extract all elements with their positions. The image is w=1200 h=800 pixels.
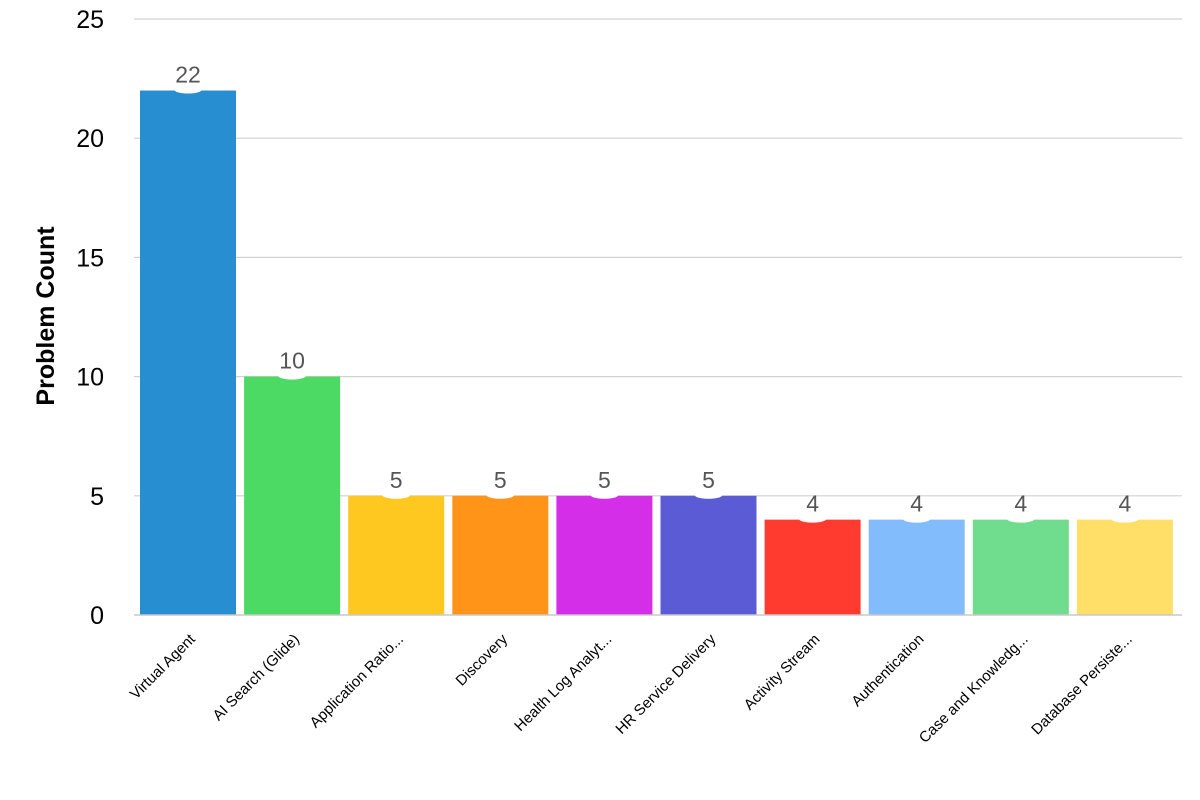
- data-label: 5: [598, 467, 611, 493]
- data-label: 5: [702, 467, 715, 493]
- x-tick-label: Database Persiste...: [1028, 631, 1136, 739]
- bar[interactable]: [868, 519, 965, 615]
- y-tick-label: 20: [76, 125, 104, 153]
- y-tick-label: 15: [76, 244, 104, 272]
- bar[interactable]: [348, 495, 445, 615]
- data-label: 22: [175, 62, 201, 88]
- x-tick-label: AI Search (Glide): [210, 631, 303, 724]
- bar[interactable]: [972, 519, 1069, 615]
- data-label: 4: [806, 491, 819, 517]
- bar[interactable]: [140, 90, 236, 615]
- bars: [140, 85, 1173, 615]
- x-tick-label: Virtual Agent: [127, 630, 200, 703]
- bar-top-marker: [174, 85, 202, 94]
- bar-top-marker: [486, 490, 515, 499]
- y-axis-title: Problem Count: [32, 226, 60, 406]
- bar-top-marker: [590, 490, 619, 499]
- bar-top-marker: [902, 514, 931, 523]
- x-tick-label: Discovery: [453, 630, 512, 689]
- bar-top-marker: [1110, 514, 1139, 523]
- data-label: 4: [1119, 491, 1132, 517]
- y-tick-label: 25: [76, 6, 104, 34]
- bar-top-marker: [798, 514, 827, 523]
- x-tick-label: Case and Knowledg...: [916, 631, 1032, 747]
- bar[interactable]: [1076, 519, 1173, 615]
- bar[interactable]: [660, 495, 757, 615]
- bar[interactable]: [764, 519, 861, 615]
- bar-top-marker: [382, 490, 411, 499]
- y-axis-ticks: 0 5 10 15 20 25: [76, 6, 104, 630]
- x-tick-label: Health Log Analyt...: [511, 631, 615, 735]
- bar-top-marker: [694, 490, 723, 499]
- data-label: 4: [1014, 491, 1027, 517]
- bar-top-marker: [278, 371, 307, 380]
- data-label: 10: [279, 348, 305, 374]
- bar[interactable]: [244, 376, 341, 615]
- x-tick-label: Activity Stream: [741, 631, 824, 714]
- y-tick-label: 5: [90, 483, 104, 511]
- data-label: 4: [910, 491, 923, 517]
- x-tick-label: Authentication: [848, 631, 927, 710]
- bar[interactable]: [452, 495, 549, 615]
- x-tick-label: HR Service Delivery: [612, 630, 719, 737]
- data-label: 5: [390, 467, 403, 493]
- data-label: 5: [494, 467, 507, 493]
- bar[interactable]: [556, 495, 653, 615]
- y-tick-label: 0: [90, 602, 104, 630]
- x-tick-label: Application Ratio...: [307, 631, 407, 731]
- x-axis-ticks: Virtual Agent AI Search (Glide) Applicatio…: [127, 630, 1136, 746]
- data-labels: 22 10 5 5 5 5 4 4 4 4: [175, 62, 1131, 517]
- y-tick-label: 10: [76, 364, 104, 392]
- bar-top-marker: [1006, 514, 1035, 523]
